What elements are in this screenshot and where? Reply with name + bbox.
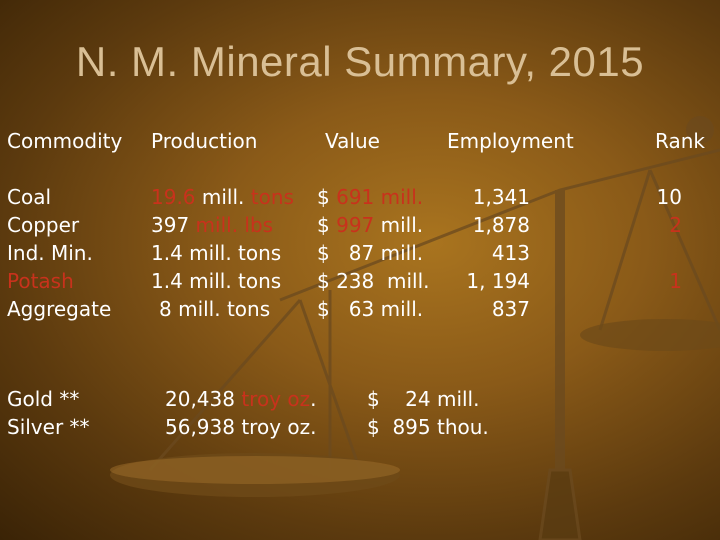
row-production: 1.4 mill. tons: [151, 241, 282, 265]
row-value: $ 63 mill.: [317, 297, 424, 321]
row-production: 20,438 troy oz.: [165, 385, 317, 413]
value-currency: $: [317, 213, 337, 237]
row-commodity: Gold **: [7, 387, 80, 411]
row-value: $ 24 mill.: [367, 387, 480, 411]
row-commodity: Ind. Min.: [7, 241, 93, 265]
row-employment: 413: [491, 241, 530, 265]
production-end: .: [310, 387, 317, 411]
row-rank: 2: [669, 213, 682, 237]
value-unit: mill.: [380, 213, 424, 237]
header-employment: Employment: [447, 129, 574, 153]
row-employment: 1,341: [472, 185, 530, 209]
row-commodity: Potash: [7, 269, 74, 293]
value-currency: $: [317, 185, 337, 209]
page-title: N. M. Mineral Summary, 2015: [75, 38, 645, 85]
header-production: Production: [151, 129, 258, 153]
production-unit: mill. lbs: [195, 213, 274, 237]
header-value: Value: [325, 129, 380, 153]
row-value: $ 997 mill.: [317, 211, 423, 239]
row-value: $ 238 mill.: [317, 269, 430, 293]
row-employment: 1, 194: [466, 269, 530, 293]
row-rank: 1: [669, 269, 682, 293]
row-production: 1.4 mill. tons: [151, 269, 282, 293]
row-employment: 837: [491, 297, 530, 321]
row-production: 56,938 troy oz.: [165, 415, 317, 439]
row-value: $ 691 mill.: [317, 183, 423, 211]
production-unit: troy oz: [241, 387, 311, 411]
row-production: 397 mill. lbs: [151, 211, 273, 239]
row-commodity: Coal: [7, 185, 52, 209]
row-value: $ 895 thou.: [367, 415, 489, 439]
production-number: 19.6: [151, 185, 196, 209]
production-number: 20,438: [165, 387, 235, 411]
row-commodity: Aggregate: [7, 297, 112, 321]
row-commodity: Silver **: [7, 415, 90, 439]
row-production: 8 mill. tons: [159, 297, 271, 321]
row-commodity: Copper: [7, 213, 80, 237]
row-rank: 10: [656, 185, 682, 209]
production-separator: mill.: [195, 185, 251, 209]
row-employment: 1,878: [472, 213, 530, 237]
row-value: $ 87 mill.: [317, 241, 424, 265]
value-amount: 691 mill.: [336, 185, 424, 209]
value-number: 997: [336, 213, 375, 237]
header-rank: Rank: [655, 129, 705, 153]
production-number: 397: [151, 213, 190, 237]
production-unit: tons: [250, 185, 294, 209]
row-production: 19.6 mill. tons: [151, 183, 294, 211]
header-commodity: Commodity: [7, 129, 123, 153]
